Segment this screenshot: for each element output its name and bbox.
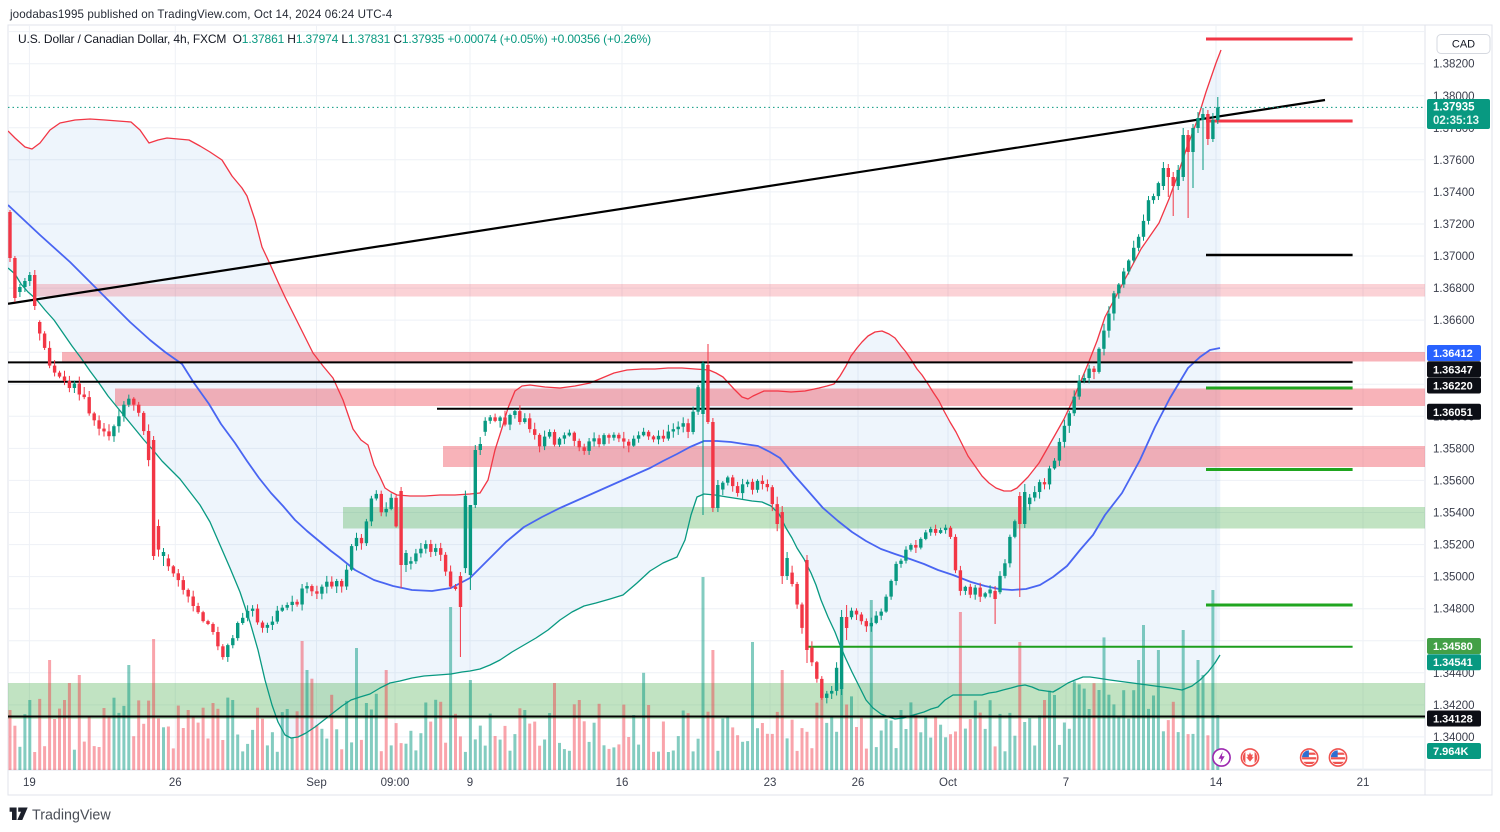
svg-text:1.36051: 1.36051 <box>1433 407 1473 419</box>
svg-text:1.34200: 1.34200 <box>1433 700 1475 712</box>
svg-text:26: 26 <box>169 777 182 789</box>
svg-text:1.35200: 1.35200 <box>1433 540 1475 552</box>
svg-text:1.36412: 1.36412 <box>1433 348 1473 360</box>
svg-text:1.35400: 1.35400 <box>1433 508 1475 520</box>
svg-text:1.36347: 1.36347 <box>1433 364 1473 376</box>
svg-text:1.37935: 1.37935 <box>1433 102 1475 114</box>
svg-text:7.964K: 7.964K <box>1433 746 1469 758</box>
svg-text:Sep: Sep <box>306 777 326 789</box>
svg-text:CAD: CAD <box>1452 39 1475 51</box>
svg-text:26: 26 <box>852 777 865 789</box>
svg-text:1.35000: 1.35000 <box>1433 572 1475 584</box>
svg-text:TradingView: TradingView <box>32 808 111 824</box>
svg-text:21: 21 <box>1357 777 1370 789</box>
svg-text:9: 9 <box>467 777 473 789</box>
svg-text:1.34128: 1.34128 <box>1433 714 1473 726</box>
svg-text:19: 19 <box>23 777 36 789</box>
svg-text:1.34580: 1.34580 <box>1433 641 1473 653</box>
svg-text:1.34000: 1.34000 <box>1433 732 1475 744</box>
svg-text:1.38200: 1.38200 <box>1433 59 1475 71</box>
svg-text:1.35600: 1.35600 <box>1433 476 1475 488</box>
svg-text:1.34800: 1.34800 <box>1433 604 1475 616</box>
svg-text:09:00: 09:00 <box>381 777 410 789</box>
svg-text:14: 14 <box>1210 777 1223 789</box>
svg-text:1.34400: 1.34400 <box>1433 668 1475 680</box>
svg-text:1.36220: 1.36220 <box>1433 381 1473 393</box>
svg-text:1.36600: 1.36600 <box>1433 315 1475 327</box>
svg-text:1.34541: 1.34541 <box>1433 657 1473 669</box>
svg-text:1.35800: 1.35800 <box>1433 444 1475 456</box>
svg-text:1.36800: 1.36800 <box>1433 283 1475 295</box>
svg-text:1.37000: 1.37000 <box>1433 251 1475 263</box>
svg-text:1.37200: 1.37200 <box>1433 219 1475 231</box>
svg-text:1.37600: 1.37600 <box>1433 155 1475 167</box>
svg-text:7: 7 <box>1063 777 1069 789</box>
svg-text:16: 16 <box>616 777 629 789</box>
svg-text:Oct: Oct <box>939 777 958 789</box>
svg-text:23: 23 <box>764 777 777 789</box>
svg-text:1.37400: 1.37400 <box>1433 187 1475 199</box>
svg-text:02:35:13: 02:35:13 <box>1433 115 1479 127</box>
